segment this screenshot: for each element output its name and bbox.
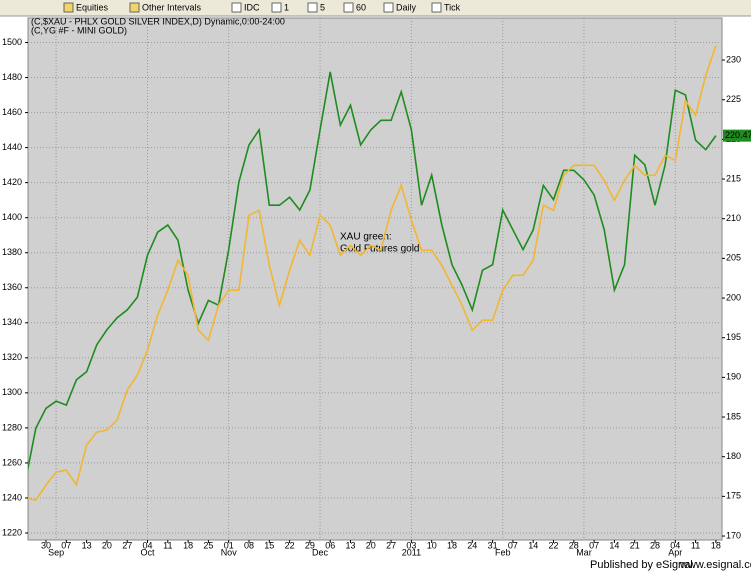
y-tick-label: 1260: [2, 457, 22, 467]
toolbar-icon: [343, 2, 354, 13]
toolbar-item[interactable]: Other Intervals: [142, 2, 202, 12]
x-tick-label: 07: [589, 540, 599, 550]
x-tick-label: 10: [427, 540, 437, 550]
series-line: [28, 45, 717, 501]
month-label: Oct: [140, 547, 155, 557]
header-line: (C,$XAU - PHLX GOLD SILVER INDEX,D) Dyna…: [31, 16, 285, 26]
x-tick-label: 28: [569, 540, 579, 550]
y2-tick-label: 225: [726, 94, 741, 104]
footer: [0, 557, 751, 573]
x-tick-label: 25: [203, 540, 213, 550]
y2-tick-label: 175: [726, 491, 741, 501]
y-tick-label: 1240: [2, 492, 22, 502]
y-tick-label: 1440: [2, 142, 22, 152]
toolbar-icon: [383, 2, 394, 13]
y-tick-label: 1400: [2, 212, 22, 222]
x-tick-label: 01: [224, 540, 234, 550]
y2-tick-label: 170: [726, 530, 741, 540]
y2-tick-label: 200: [726, 292, 741, 302]
toolbar-items: Equities Other Intervals IDC 1 5 60 Daily Tick: [63, 2, 461, 13]
x-tick-label: 22: [548, 540, 558, 550]
x-tick-label: 03: [406, 540, 416, 550]
footer-text: Published by eSignal: [590, 559, 693, 571]
x-tick-label: 06: [325, 540, 335, 550]
x-tick-label: 18: [711, 540, 721, 550]
y2-tick-label: 190: [726, 372, 741, 382]
toolbar-item[interactable]: Equities: [76, 2, 109, 12]
last-value-label: 220.47: [725, 130, 751, 140]
x-tick-label: 21: [630, 540, 640, 550]
month-label: Mar: [576, 547, 592, 557]
header-line: (C,YG #F - MINI GOLD): [31, 25, 127, 35]
x-tick-label: 29: [305, 540, 315, 550]
x-tick-label: 04: [670, 540, 680, 550]
y-tick-label: 1480: [2, 72, 22, 82]
y-tick-label: 1340: [2, 317, 22, 327]
annotation: XAU green:: [340, 232, 392, 243]
x-tick-label: 30: [41, 540, 51, 550]
y-tick-label: 1300: [2, 387, 22, 397]
x-tick-label: 11: [163, 540, 172, 550]
last-value-box: [723, 129, 751, 142]
toolbar-icon: [63, 2, 74, 13]
y2-tick-label: 230: [726, 54, 741, 64]
y2-tick-label: 205: [726, 253, 741, 263]
x-tick-label: 15: [264, 540, 274, 550]
y-tick-label: 1500: [2, 37, 22, 47]
month-label: 2011: [402, 547, 421, 557]
y2-tick-label: 195: [726, 332, 741, 342]
x-tick-label: 28: [650, 540, 660, 550]
x-tick-label: 31: [488, 540, 498, 550]
toolbar-item[interactable]: IDC: [244, 2, 260, 12]
toolbar-icon: [231, 2, 242, 13]
y2-tick-label: 210: [726, 213, 741, 223]
x-tick-label: 22: [285, 540, 295, 550]
x-tick-label: 13: [82, 540, 92, 550]
x-tick-label: 14: [609, 540, 619, 550]
x-tick-label: 27: [386, 540, 396, 550]
y2-tick-label: 180: [726, 451, 741, 461]
toolbar-icon: [129, 2, 140, 13]
y-tick-label: 1280: [2, 422, 22, 432]
y2-tick-label: 215: [726, 173, 741, 183]
y-tick-label: 1420: [2, 177, 22, 187]
series-line: [28, 71, 717, 473]
toolbar-icon: [271, 2, 282, 13]
y-tick-label: 1220: [2, 527, 22, 537]
x-tick-label: 27: [122, 540, 132, 550]
x-tick-label: 18: [183, 540, 193, 550]
x-tick-label: 08: [244, 540, 254, 550]
toolbar-item[interactable]: Daily: [396, 2, 417, 12]
footer-url: www.esignal.com: [679, 559, 751, 571]
toolbar-item[interactable]: 5: [320, 2, 325, 12]
toolbar-icon: [431, 2, 442, 13]
toolbar-icon: [307, 2, 318, 13]
y-tick-label: 1460: [2, 107, 22, 117]
month-label: Nov: [221, 547, 238, 557]
toolbar-item[interactable]: 1: [284, 2, 289, 12]
x-tick-label: 13: [345, 540, 355, 550]
toolbar-item[interactable]: 60: [356, 2, 366, 12]
x-tick-label: 20: [366, 540, 376, 550]
x-tick-label: 24: [467, 540, 477, 550]
x-tick-label: 07: [61, 540, 71, 550]
month-label: Apr: [668, 547, 682, 557]
month-label: Dec: [312, 547, 329, 557]
plot-area: [27, 17, 723, 541]
x-tick-label: 18: [447, 540, 457, 550]
x-tick-label: 20: [102, 540, 112, 550]
x-tick-label: 14: [528, 540, 538, 550]
month-label: Sep: [48, 547, 64, 557]
x-tick-label: 04: [142, 540, 152, 550]
toolbar: [0, 0, 751, 16]
y-tick-label: 1380: [2, 247, 22, 257]
month-label: Feb: [495, 547, 511, 557]
x-tick-label: 11: [691, 540, 700, 550]
x-tick-label: 07: [508, 540, 518, 550]
y2-tick-label: 185: [726, 411, 741, 421]
y-tick-label: 1360: [2, 282, 22, 292]
toolbar-item[interactable]: Tick: [444, 2, 461, 12]
y-tick-label: 1320: [2, 352, 22, 362]
